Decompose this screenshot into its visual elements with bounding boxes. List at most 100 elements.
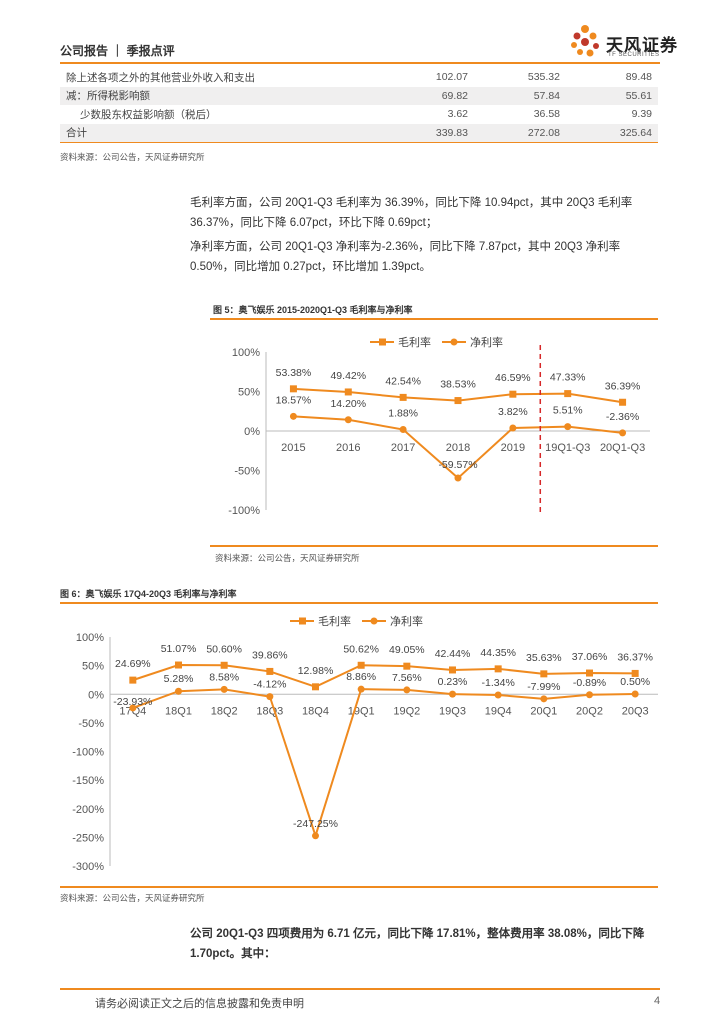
gross-margin-point	[266, 667, 274, 675]
y-tick-label: 100%	[76, 632, 104, 644]
figure-5-title: 图 5：奥飞娱乐 2015-2020Q1-Q3 毛利率与净利率	[213, 305, 413, 315]
gross-margin-point	[454, 397, 462, 405]
logo-subtext: TF SECURITIES	[608, 52, 660, 58]
cell: 89.48	[625, 71, 652, 84]
net-margin-point	[175, 687, 182, 695]
data-label: -59.57%	[438, 459, 477, 471]
data-label: 5.51%	[553, 405, 583, 417]
y-tick-label: 100%	[232, 347, 260, 359]
x-tick-label: 19Q1-Q3	[545, 442, 590, 454]
data-label: -23.93%	[113, 696, 152, 708]
x-tick-label: 18Q1	[165, 705, 192, 717]
data-label: 36.39%	[605, 380, 641, 392]
net-margin-point	[129, 704, 137, 712]
cell: 57.84	[474, 86, 566, 105]
gross-margin-paragraph: 毛利率方面，公司 20Q1-Q3 毛利率为 36.39%，同比下降 10.94p…	[190, 197, 633, 229]
y-tick-label: -150%	[72, 775, 104, 787]
figure-6-chart: 毛利率 净利率 100% 50% 0% -50% -100% -150% -200% -250% -…	[72, 614, 658, 873]
net-margin-point	[220, 685, 228, 693]
expense-paragraph: 公司 20Q1-Q3 四项费用为 6.71 亿元，同比下降 17.81%，整体费…	[190, 928, 645, 960]
net-margin-point	[449, 690, 456, 698]
gross-margin-point	[449, 666, 456, 674]
data-label: 36.37%	[617, 651, 653, 663]
x-tick-label: 2019	[501, 442, 525, 454]
data-label: -2.36%	[606, 411, 639, 423]
data-label: 37.06%	[572, 651, 608, 663]
data-label: -7.99%	[527, 681, 560, 693]
cell: 325.64	[566, 123, 658, 143]
legend-square-marker	[379, 338, 386, 346]
y-tick-label: -50%	[234, 466, 260, 478]
x-tick-label: 2018	[446, 442, 470, 454]
x-tick-label: 19Q4	[485, 705, 512, 717]
y-tick-label: -100%	[72, 747, 104, 759]
data-label: 1.88%	[388, 408, 418, 420]
y-tick-label: -250%	[72, 832, 104, 844]
data-label: 38.53%	[440, 379, 476, 391]
figure-5-source: 资料来源：公司公告，天风证券研究所	[215, 553, 360, 563]
y-tick-label: 0%	[244, 426, 260, 438]
cell: 9.39	[631, 108, 652, 121]
x-tick-label: 19Q1	[348, 705, 375, 717]
net-margin-point	[619, 429, 627, 437]
legend-label: 毛利率	[398, 335, 431, 349]
data-label: 0.50%	[620, 676, 650, 688]
data-label: 49.05%	[389, 644, 425, 656]
gross-margin-point	[129, 676, 137, 684]
table-row: 减：所得税影响额 69.82 57.84 55.61	[60, 86, 658, 105]
table-source: 资料来源：公司公告，天风证券研究所	[60, 152, 205, 162]
gross-margin-point	[344, 388, 352, 396]
x-tick-label: 20Q3	[622, 705, 649, 717]
data-label: 35.63%	[526, 652, 562, 664]
gross-margin-point	[494, 665, 502, 673]
net-margin-point	[289, 412, 297, 420]
legend-label: 毛利率	[318, 614, 351, 628]
x-tick-label: 18Q4	[302, 705, 329, 717]
data-label: 0.23%	[438, 676, 468, 688]
data-label: 44.35%	[480, 647, 516, 659]
net-margin-point	[266, 693, 274, 701]
row-label: 减：所得税影响额	[60, 86, 382, 105]
legend-circle-marker	[450, 338, 458, 346]
legend-circle-marker	[370, 617, 378, 625]
gross-margin-point	[509, 390, 517, 398]
logo-text: 天风证券	[606, 36, 678, 55]
company-logo: 天风证券 TF SECURITIES	[568, 22, 678, 62]
y-tick-label: -200%	[72, 804, 104, 816]
gross-margin-point	[403, 662, 411, 670]
cell: 339.83	[382, 123, 474, 143]
y-tick-label: -300%	[72, 861, 104, 873]
data-label: 39.86%	[252, 649, 288, 661]
net-margin-paragraph: 净利率方面，公司 20Q1-Q3 净利率为-2.36%，同比下降 7.87pct…	[190, 241, 621, 273]
cell: 69.82	[382, 86, 474, 105]
figure-6-top-rule	[60, 602, 658, 604]
footer-divider	[60, 988, 660, 990]
data-label: 3.82%	[498, 406, 528, 418]
legend-label: 净利率	[470, 335, 503, 349]
gross-margin-point	[564, 390, 572, 398]
x-tick-label: 18Q3	[256, 705, 283, 717]
net-margin-point	[586, 691, 593, 699]
figure-6-bottom-rule	[60, 886, 658, 888]
net-margin-point	[540, 695, 548, 703]
cell: 272.08	[474, 123, 566, 143]
gross-margin-point	[631, 669, 639, 677]
data-label: 46.59%	[495, 372, 531, 384]
gross-margin-point	[619, 398, 627, 406]
x-tick-label: 20Q1	[530, 705, 557, 717]
gross-margin-point	[357, 661, 365, 669]
data-label: 8.86%	[346, 671, 376, 683]
y-tick-label: 50%	[238, 387, 260, 399]
data-label: 24.69%	[115, 658, 151, 670]
y-tick-label: -100%	[228, 505, 260, 517]
x-tick-label: 20Q2	[576, 705, 603, 717]
series-line-net-margin	[132, 688, 636, 840]
data-label: 14.20%	[330, 398, 366, 410]
figure-5-chart: 毛利率 净利率 100% 50% 0% -50% -100% 2015 2016 2017 2018…	[228, 335, 650, 517]
data-label: 5.28%	[164, 673, 194, 685]
gross-margin-point	[289, 385, 297, 393]
series-line-gross-margin	[132, 664, 636, 688]
cell: 535.32	[527, 71, 560, 84]
x-tick-label: 2016	[336, 442, 360, 454]
data-label: -0.89%	[573, 677, 606, 689]
